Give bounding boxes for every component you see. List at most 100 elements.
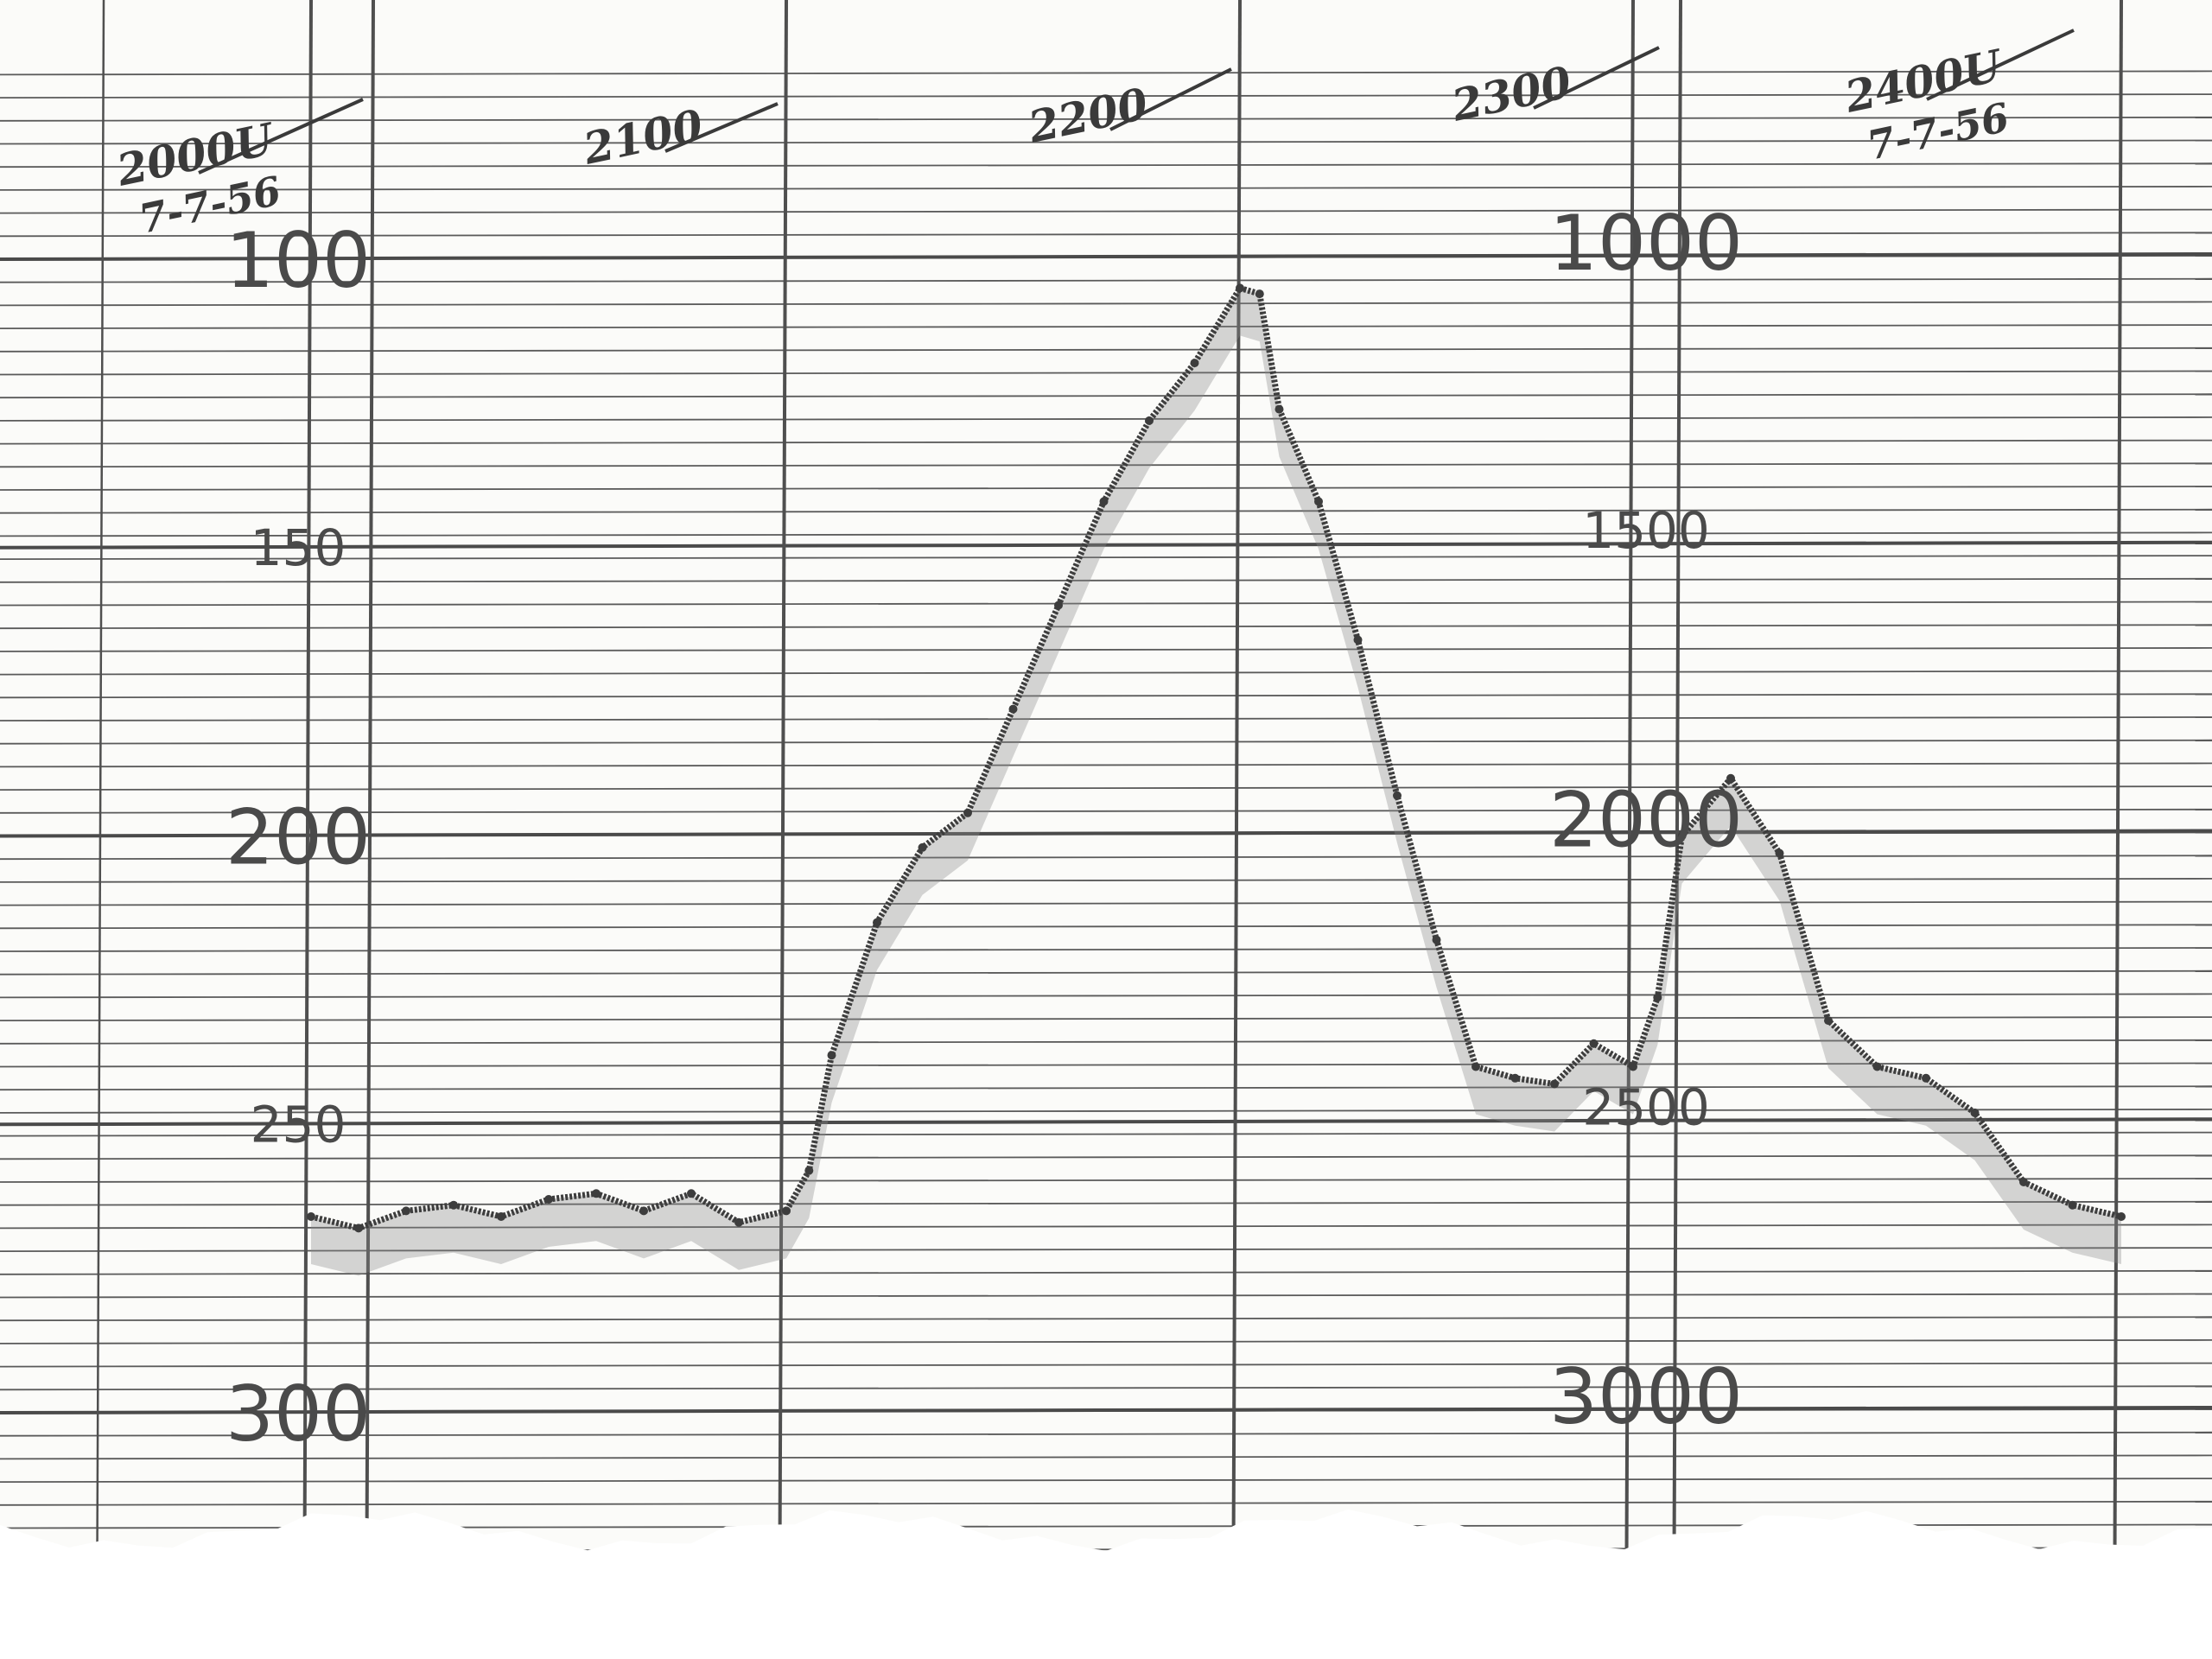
trace-point xyxy=(963,808,972,817)
minor-grid-line xyxy=(0,555,2212,560)
time-grid-line xyxy=(95,0,105,1659)
time-grid-line xyxy=(1624,0,1635,1659)
trace-point xyxy=(1824,1016,1833,1026)
minor-grid-line xyxy=(0,670,2212,676)
minor-grid-line xyxy=(0,416,2212,422)
trace-point xyxy=(1970,1108,1980,1117)
trace-point xyxy=(497,1212,505,1221)
minor-grid-line xyxy=(0,70,2212,76)
minor-grid-line xyxy=(0,486,2212,491)
minor-grid-line xyxy=(0,301,2212,307)
trace-point xyxy=(2068,1200,2077,1210)
left-scale-labels: 100 150 200 250 300 xyxy=(226,216,371,1459)
minor-grid-line xyxy=(0,624,2212,630)
trace-point xyxy=(1008,704,1018,714)
time-grid-line xyxy=(365,0,375,1659)
minor-grid-line xyxy=(0,439,2212,445)
trace-point xyxy=(734,1217,743,1227)
right-scale-tick-label: 2000 xyxy=(1549,776,1743,865)
minor-grid-line xyxy=(0,393,2212,399)
trace-point xyxy=(1393,791,1402,800)
minor-grid-line xyxy=(0,208,2212,214)
trace-point xyxy=(1236,283,1244,293)
minor-grid-line xyxy=(0,116,2212,122)
time-mark-stroke xyxy=(1533,46,1660,110)
minor-grid-line xyxy=(0,647,2212,652)
right-scale-tick-label: 1500 xyxy=(1582,501,1710,560)
trace-point xyxy=(639,1206,648,1216)
right-scale-tick-label: 1000 xyxy=(1549,199,1743,288)
minor-grid-line xyxy=(0,577,2212,583)
trace-point xyxy=(1589,1039,1599,1048)
time-mark-stroke xyxy=(1109,67,1232,131)
time-mark-stroke xyxy=(198,98,364,175)
minor-grid-line xyxy=(0,601,2212,607)
trace-point xyxy=(402,1206,410,1216)
trace-point xyxy=(1922,1073,1930,1083)
trace-point xyxy=(1353,635,1363,645)
trace-point xyxy=(1255,289,1264,299)
left-scale-tick-label: 250 xyxy=(251,1095,346,1154)
minor-grid-line xyxy=(0,277,2212,283)
trace-point xyxy=(1726,773,1735,783)
time-grid-line xyxy=(1231,0,1242,1659)
minor-grid-line xyxy=(0,232,2212,238)
left-scale-tick-label: 150 xyxy=(251,518,346,577)
trace-point xyxy=(1471,1062,1480,1071)
trace-point xyxy=(1054,601,1063,610)
trace-point xyxy=(1775,849,1784,858)
right-scale-tick-label: 3000 xyxy=(1549,1352,1743,1441)
trace-point xyxy=(2117,1212,2126,1221)
trace-point xyxy=(1145,416,1154,425)
major-grid-line xyxy=(0,540,2212,550)
trace-point xyxy=(1274,404,1284,414)
minor-grid-line xyxy=(0,346,2212,353)
trace-point xyxy=(544,1195,553,1204)
trace-point xyxy=(1099,497,1109,506)
trace-line xyxy=(310,284,2122,1231)
trace-point xyxy=(1677,831,1687,841)
trace-point xyxy=(1510,1073,1520,1083)
paper-edge xyxy=(0,1510,2212,1659)
minor-grid-line xyxy=(0,162,2212,168)
trace-point xyxy=(782,1206,791,1216)
trace-point xyxy=(354,1224,363,1233)
trace-point xyxy=(1314,497,1323,506)
trace-point xyxy=(1550,1079,1559,1089)
time-grid-line xyxy=(2113,0,2123,1659)
minor-grid-line xyxy=(0,93,2212,99)
trace-point xyxy=(1653,993,1662,1002)
major-grid-line xyxy=(0,252,2212,261)
minor-grid-line xyxy=(0,508,2212,514)
right-scale-labels: 1000 1500 2000 2500 3000 xyxy=(1549,199,1743,1441)
trace-point xyxy=(827,1051,836,1060)
trace-point xyxy=(449,1200,458,1210)
left-scale-tick-label: 300 xyxy=(226,1370,371,1459)
time-grid-line xyxy=(302,0,313,1659)
time-grid-line xyxy=(1672,0,1682,1659)
trace-point xyxy=(307,1212,315,1221)
right-scale-tick-label: 2500 xyxy=(1582,1077,1710,1136)
trace-point xyxy=(1629,1062,1637,1071)
minor-grid-line xyxy=(0,531,2212,537)
recorder-trace xyxy=(0,283,2212,1659)
time-grid-line xyxy=(778,0,788,1659)
trace-point xyxy=(804,1166,814,1175)
trace-point xyxy=(2019,1178,2028,1186)
trace-point xyxy=(1190,359,1199,368)
trace-point xyxy=(1432,935,1441,944)
trace-point xyxy=(592,1189,601,1198)
trace-point xyxy=(1872,1062,1882,1071)
time-mark-stroke xyxy=(664,102,779,153)
trace-point xyxy=(687,1189,696,1198)
minor-grid-line xyxy=(0,324,2212,330)
minor-grid-line xyxy=(0,462,2212,468)
minor-grid-line xyxy=(0,370,2212,376)
left-scale-tick-label: 100 xyxy=(226,216,371,305)
minor-grid-line xyxy=(0,139,2212,145)
left-scale-tick-label: 200 xyxy=(226,793,371,882)
minor-grid-line xyxy=(0,185,2212,191)
trace-point xyxy=(873,918,881,927)
